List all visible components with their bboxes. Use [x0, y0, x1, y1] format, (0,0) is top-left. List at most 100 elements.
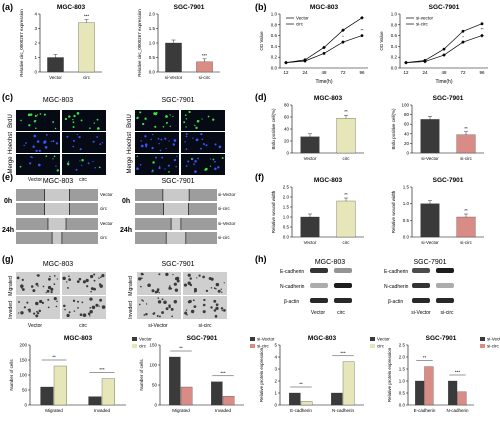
panel-letter-d: (d)	[255, 92, 267, 102]
cell-dot	[169, 114, 171, 116]
cell-dot	[144, 143, 148, 146]
bar	[448, 380, 458, 406]
x-tick-label: 96	[479, 70, 485, 75]
stained-cell	[186, 313, 188, 316]
h-band-label-ncad-2: N-cadherin	[384, 284, 409, 290]
bar	[456, 134, 476, 154]
e-lane-circ-24: circ	[100, 235, 108, 240]
x-tick-label: si-circ	[460, 240, 472, 245]
y-tick-label: 40	[284, 127, 290, 132]
x-tick-label: Migrated	[172, 408, 190, 413]
x-tick-label: Invaded	[215, 408, 232, 413]
g-title-sgc: SGC-7901	[161, 261, 194, 268]
stained-cell	[27, 308, 30, 311]
series-point	[461, 40, 465, 44]
stained-cell	[215, 314, 217, 317]
e-time-24h: 24h	[2, 227, 14, 234]
stained-cell	[215, 306, 219, 311]
y-axis-label: Relative wound width	[391, 190, 396, 233]
stained-cell	[20, 311, 24, 315]
g-row-invaded: Invaded	[8, 301, 14, 319]
x-tick-label: Vector	[49, 75, 62, 80]
y-tick-label: 0.6	[271, 33, 278, 38]
x-tick-label: si-Vector	[421, 240, 439, 245]
cell-dot	[78, 136, 81, 139]
stained-cell	[215, 282, 220, 287]
c-title-mgc: MGC-803	[43, 97, 73, 104]
stained-cell	[145, 303, 148, 305]
cell-dot	[187, 160, 190, 163]
series-point	[341, 40, 345, 44]
cell-dot	[200, 132, 203, 136]
stained-cell	[213, 299, 217, 303]
blot-band	[436, 283, 454, 288]
cell-dot	[54, 127, 57, 130]
stained-cell	[86, 285, 89, 288]
panel-letter-a: (a)	[2, 2, 13, 12]
panel-letter-h: (h)	[255, 254, 267, 264]
c-row-label-merge: Merge	[8, 156, 14, 174]
cell-dot	[73, 139, 76, 142]
legend-label: si-Vector	[257, 337, 275, 342]
y-tick-label: 100	[401, 103, 409, 108]
stained-cell	[90, 287, 94, 291]
cell-dot	[194, 170, 197, 174]
cell-dot	[173, 158, 177, 162]
cell-dot	[194, 160, 197, 163]
bar	[101, 378, 115, 406]
y-axis-label: Relative protein expression	[259, 347, 264, 402]
cell-dot	[158, 166, 161, 170]
cell-dot	[201, 138, 204, 141]
series-point	[284, 60, 288, 65]
cell-dot	[81, 159, 84, 162]
stained-cell	[217, 289, 221, 293]
y-tick-label: 0.2	[391, 55, 398, 60]
stained-cell	[165, 272, 169, 277]
stained-cell	[101, 305, 106, 309]
stained-cell	[35, 282, 39, 286]
significance-mark: **	[52, 355, 56, 360]
stained-cell	[213, 287, 216, 289]
stained-cell	[158, 315, 161, 318]
cell-dot	[205, 144, 208, 147]
legend-label: si-circ	[487, 344, 499, 349]
x-tick-label: si-circ	[460, 156, 472, 161]
stained-cell	[158, 292, 160, 294]
legend-swatch	[370, 337, 375, 341]
y-tick-label: 2.5	[399, 343, 406, 348]
cell-dot	[98, 166, 101, 169]
significance-mark: **	[423, 355, 427, 360]
cell-dot	[56, 169, 59, 172]
y-tick-label: 50	[152, 383, 158, 388]
cell-dot	[140, 140, 142, 142]
cell-dot	[67, 160, 70, 163]
cell-dot	[80, 119, 83, 122]
cell-dot	[157, 137, 160, 140]
stained-cell	[183, 283, 188, 287]
y-tick-label: 5	[274, 343, 277, 348]
x-tick-label: N-cadherin	[446, 408, 469, 413]
cell-dot	[185, 135, 188, 138]
stained-cell	[192, 299, 195, 302]
e-lane-sicirc-0: si-circ	[218, 206, 230, 211]
cell-dot	[96, 136, 99, 138]
cell-dot	[29, 162, 32, 165]
y-tick-label: 0.5	[149, 55, 156, 60]
micrograph-c	[62, 154, 106, 175]
cell-dot	[52, 121, 55, 123]
cell-dot	[87, 162, 90, 165]
wound-gap	[44, 203, 70, 215]
stained-cell	[187, 281, 191, 285]
cell-dot	[140, 144, 144, 148]
y-tick-label: 1	[274, 391, 277, 396]
stained-cell	[223, 282, 225, 284]
y-tick-label: 0.0	[149, 70, 156, 75]
x-tick-label: N-cadherin	[332, 408, 355, 413]
significance-mark: **	[344, 192, 348, 197]
significance-mark: **	[480, 27, 484, 32]
blot-band	[310, 268, 328, 273]
cell-dot	[172, 143, 176, 146]
cell-dot	[167, 164, 170, 167]
blot-band	[310, 283, 328, 288]
y-tick-label: 0	[406, 151, 409, 156]
